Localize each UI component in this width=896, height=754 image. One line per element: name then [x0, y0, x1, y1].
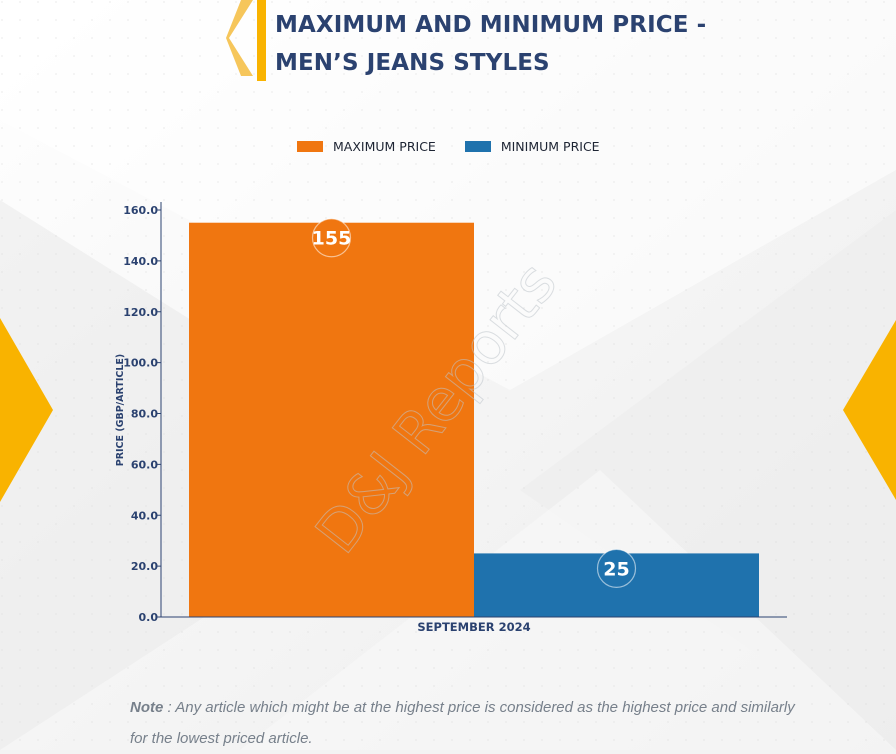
legend-item-minimum-price: MINIMUM PRICE: [464, 139, 600, 154]
data-label-badge-1: [596, 548, 637, 589]
footnote: Note : Any article which might be at the…: [130, 692, 810, 754]
left-side-chevron-icon: [0, 318, 53, 502]
y-tick-label: 60.0: [131, 458, 158, 471]
y-tick-label: 20.0: [131, 560, 158, 573]
right-side-chevron-icon: [843, 320, 896, 500]
minimum-price-swatch: [464, 141, 491, 152]
y-tick-label: 120.0: [123, 306, 158, 319]
maximum-price-label: MAXIMUM PRICE: [333, 139, 436, 154]
y-tick-label: 100.0: [123, 357, 158, 370]
chart-title: MAXIMUM AND MINIMUM PRICE - MEN’S JEANS …: [275, 6, 706, 82]
bar-maximum-price: [189, 222, 474, 617]
title-line-2: MEN’S JEANS STYLES: [275, 50, 550, 76]
note-label: Note: [130, 699, 164, 716]
chart-legend: MAXIMUM PRICE MINIMUM PRICE: [297, 139, 600, 154]
data-label-0: 155: [312, 228, 352, 250]
minimum-price-label: MINIMUM PRICE: [500, 139, 600, 154]
title-accent-bar: [257, 0, 266, 81]
data-label-badge-0: [311, 218, 352, 258]
chart-axes: 0.0 20.0 40.0 60.0 80.0 100.0 120.0 140.0 160.0 P…: [115, 202, 787, 634]
y-tick-label: 140.0: [123, 255, 158, 268]
y-tick-label: 0.0: [139, 611, 159, 624]
note-text: : Any article which might be at the high…: [130, 699, 795, 747]
y-tick-label: 40.0: [131, 509, 158, 522]
x-category-label: SEPTEMBER 2024: [417, 620, 530, 634]
chart-data-labels: 155 25: [311, 218, 637, 589]
title-block: MAXIMUM AND MINIMUM PRICE - MEN’S JEANS …: [226, 0, 746, 84]
maximum-price-swatch: [297, 141, 323, 152]
data-label-1: 25: [603, 558, 629, 580]
legend-item-maximum-price: MAXIMUM PRICE: [297, 139, 436, 154]
y-axis-label: PRICE (GBP/ARTICLE): [115, 354, 126, 467]
y-tick-label: 160.0: [123, 204, 158, 217]
chart-bars: [189, 222, 759, 617]
y-tick-label: 80.0: [131, 408, 158, 421]
title-line-1: MAXIMUM AND MINIMUM PRICE -: [275, 12, 707, 38]
title-chevron-icon: [226, 0, 253, 76]
